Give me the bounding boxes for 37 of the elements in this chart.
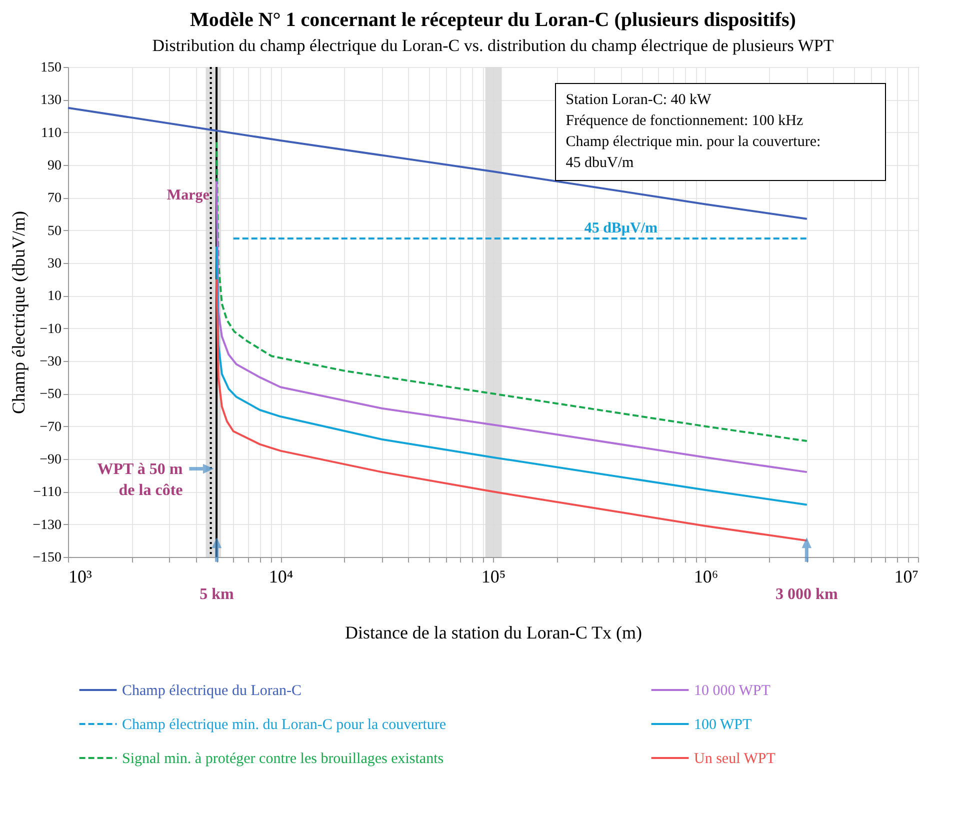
legend-label: 100 WPT xyxy=(694,717,752,733)
y-tick-label: 50 xyxy=(48,224,62,239)
y-axis-title: Champ électrique (dbuV/m) xyxy=(8,211,29,414)
x-tick-label: 10⁷ xyxy=(894,566,918,586)
text: 5 km xyxy=(200,586,235,603)
y-tick-label: 30 xyxy=(48,256,62,272)
band-label: Marge xyxy=(166,187,210,204)
y-tick-label: 130 xyxy=(40,93,62,108)
y-tick-label: −70 xyxy=(40,420,62,435)
y-tick-label: −150 xyxy=(32,550,62,566)
y-tick-label: 110 xyxy=(41,126,62,141)
chart-title: Modèle N° 1 concernant le récepteur du Loran-C (plusieurs dispositifs) xyxy=(190,9,796,31)
annotation: 45 dBµV/m xyxy=(584,220,658,236)
text: 3 000 km xyxy=(776,586,838,603)
legend-label: 10 000 WPT xyxy=(694,683,770,699)
y-tick-label: −10 xyxy=(40,322,62,337)
y-tick-label: 70 xyxy=(48,191,62,206)
x-tick-label: 10⁶ xyxy=(694,566,718,586)
x-axis-title: Distance de la station du Loran-C Tx (m) xyxy=(344,622,642,642)
y-tick-label: −30 xyxy=(40,354,62,370)
x-tick-label: 10³ xyxy=(68,566,92,586)
x-tick-label: 10⁵ xyxy=(481,566,506,586)
annotation: WPT à 50 m de la côte xyxy=(97,460,184,499)
legend-label: Champ électrique min. du Loran-C pour la couverture xyxy=(122,717,446,733)
y-tick-label: 10 xyxy=(48,289,62,304)
chart-subtitle: Distribution du champ électrique du Loran-C vs. distribution du champ électrique de plusieurs WPT xyxy=(152,36,834,55)
y-tick-label: 150 xyxy=(40,60,62,76)
legend-label: Un seul WPT xyxy=(694,751,776,767)
x-tick-label: 10⁴ xyxy=(268,566,294,586)
y-tick-label: −130 xyxy=(32,518,62,533)
y-tick-label: −50 xyxy=(40,387,62,402)
y-tick-label: −110 xyxy=(33,485,62,500)
legend-label: Champ électrique du Loran-C xyxy=(122,683,302,699)
y-tick-label: −90 xyxy=(40,452,62,468)
legend-label: Signal min. à protéger contre les brouillages existants xyxy=(122,751,444,767)
y-tick-label: 90 xyxy=(48,158,62,174)
text-box: Station Loran-C: 40 kW Fréquence de fonctionnement: 100 kHz Champ électrique min. pour la couverture: 45 dbuV/m xyxy=(554,83,886,181)
